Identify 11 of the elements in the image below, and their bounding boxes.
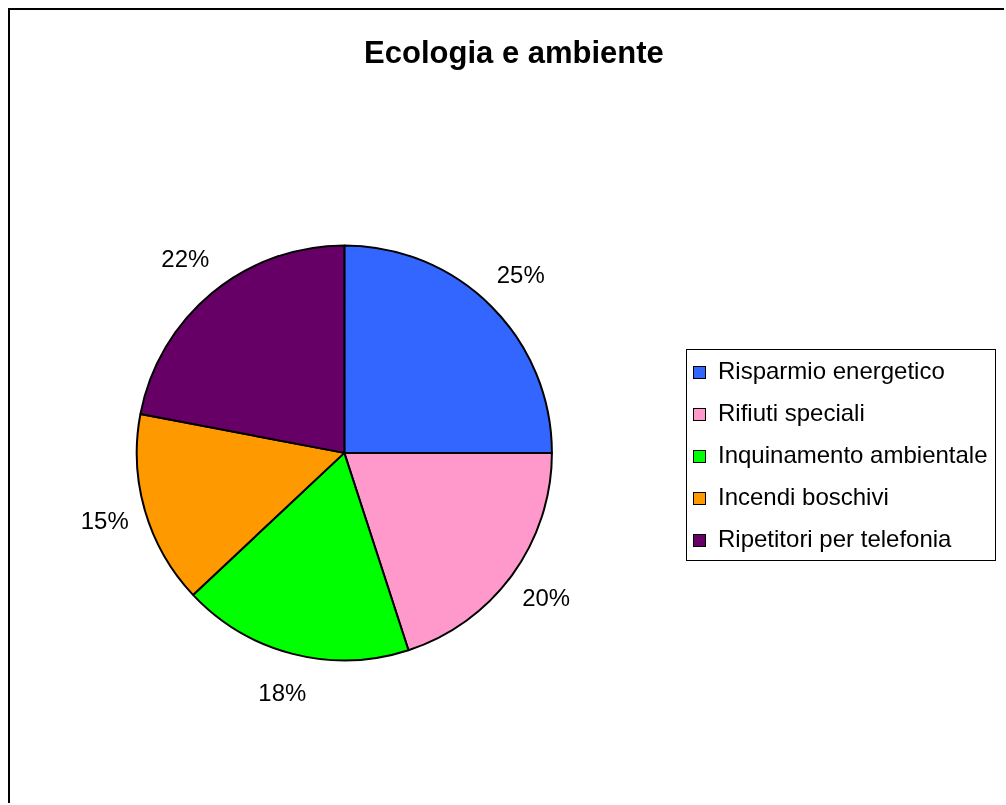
data-label: 15% [80, 507, 129, 535]
data-label: 20% [522, 584, 571, 612]
legend-label: Risparmio energetico [718, 357, 945, 384]
data-label: 18% [258, 679, 307, 707]
legend-label: Inquinamento ambientale [718, 441, 988, 468]
legend-label: Incendi boschivi [718, 483, 889, 510]
chart-title: Ecologia e ambiente [363, 35, 665, 71]
legend-label: Rifiuti speciali [718, 399, 865, 426]
data-label: 25% [496, 261, 545, 289]
legend-label: Ripetitori per telefonia [718, 525, 952, 552]
data-label: 22% [161, 245, 210, 273]
